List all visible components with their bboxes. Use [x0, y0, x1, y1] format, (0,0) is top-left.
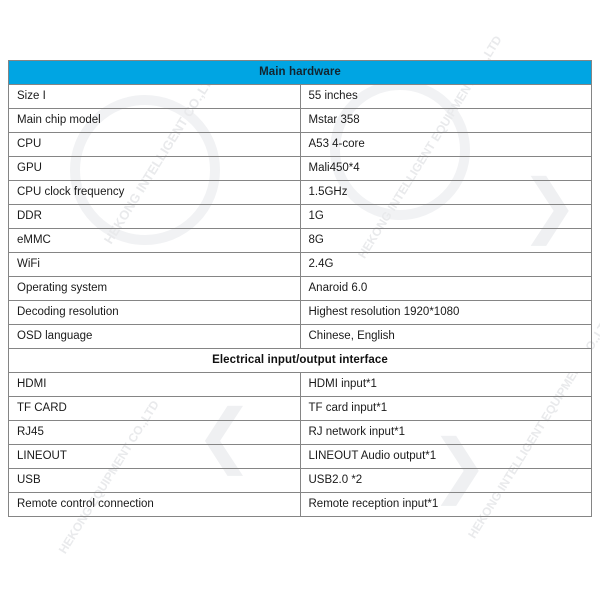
spec-value: A53 4-core	[299, 132, 592, 157]
specification-table: Main hardware Size I 55 inches Main chip mo…	[8, 60, 592, 517]
table-row: HDMI HDMI input*1	[8, 372, 592, 397]
table-row: Remote control connection Remote receptio…	[8, 492, 592, 517]
spec-label: CPU	[8, 132, 301, 157]
spec-value: Remote reception input*1	[299, 492, 592, 517]
spec-label: Size I	[8, 84, 301, 109]
spec-label: Remote control connection	[8, 492, 301, 517]
spec-value: Mali450*4	[299, 156, 592, 181]
spec-value: Mstar 358	[299, 108, 592, 133]
section-header-row: Main hardware	[8, 60, 592, 85]
table-row: Main chip model Mstar 358	[8, 108, 592, 133]
spec-label: RJ45	[8, 420, 301, 445]
section-header-row: Electrical input/output interface	[8, 348, 592, 373]
table-row: RJ45 RJ network input*1	[8, 420, 592, 445]
table-row: CPU A53 4-core	[8, 132, 592, 157]
spec-value: 8G	[299, 228, 592, 253]
spec-label: Operating system	[8, 276, 301, 301]
spec-value: 1G	[299, 204, 592, 229]
specification-table-container: Main hardware Size I 55 inches Main chip mo…	[8, 60, 592, 517]
spec-label: HDMI	[8, 372, 301, 397]
table-row: Size I 55 inches	[8, 84, 592, 109]
spec-value: Chinese, English	[299, 324, 592, 349]
spec-label: CPU clock frequency	[8, 180, 301, 205]
spec-label: Main chip model	[8, 108, 301, 133]
spec-label: OSD language	[8, 324, 301, 349]
table-row: USB USB2.0 *2	[8, 468, 592, 493]
section-header-1: Main hardware	[8, 60, 592, 85]
table-row: DDR 1G	[8, 204, 592, 229]
spec-label: USB	[8, 468, 301, 493]
spec-label: eMMC	[8, 228, 301, 253]
spec-label: LINEOUT	[8, 444, 301, 469]
spec-label: WiFi	[8, 252, 301, 277]
table-row: OSD language Chinese, English	[8, 324, 592, 349]
table-row: LINEOUT LINEOUT Audio output*1	[8, 444, 592, 469]
spec-value: 2.4G	[299, 252, 592, 277]
spec-value: TF card input*1	[299, 396, 592, 421]
section-header-2: Electrical input/output interface	[8, 348, 592, 373]
table-row: GPU Mali450*4	[8, 156, 592, 181]
spec-value: 1.5GHz	[299, 180, 592, 205]
spec-value: 55 inches	[299, 84, 592, 109]
spec-label: DDR	[8, 204, 301, 229]
spec-value: LINEOUT Audio output*1	[299, 444, 592, 469]
spec-label: TF CARD	[8, 396, 301, 421]
spec-label: GPU	[8, 156, 301, 181]
spec-value: RJ network input*1	[299, 420, 592, 445]
table-row: TF CARD TF card input*1	[8, 396, 592, 421]
spec-label: Decoding resolution	[8, 300, 301, 325]
spec-value: Anaroid 6.0	[299, 276, 592, 301]
spec-value: USB2.0 *2	[299, 468, 592, 493]
table-row: Operating system Anaroid 6.0	[8, 276, 592, 301]
table-row: eMMC 8G	[8, 228, 592, 253]
table-row: CPU clock frequency 1.5GHz	[8, 180, 592, 205]
spec-value: HDMI input*1	[299, 372, 592, 397]
table-row: WiFi 2.4G	[8, 252, 592, 277]
table-row: Decoding resolution Highest resolution 19…	[8, 300, 592, 325]
spec-value: Highest resolution 1920*1080	[299, 300, 592, 325]
specification-table-body: Main hardware Size I 55 inches Main chip mo…	[8, 60, 592, 517]
